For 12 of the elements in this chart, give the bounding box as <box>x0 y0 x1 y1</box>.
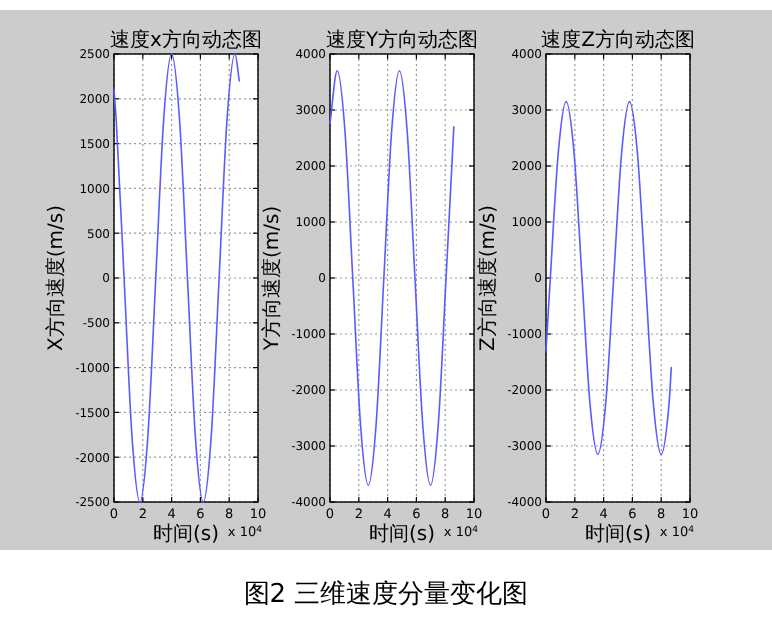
line-series <box>545 100 673 456</box>
caption: 图2 三维速度分量变化图 <box>243 578 529 610</box>
line-series <box>329 70 455 486</box>
x-axis-title: 时间(s) <box>584 522 652 546</box>
x-axis-title: 时间(s) <box>152 522 220 546</box>
chart-title: 速度x方向动态图 <box>110 28 262 52</box>
chart-title: 速度Z方向动态图 <box>541 28 695 52</box>
x-axis-title: 时间(s) <box>368 522 436 546</box>
y-axis-title: Y方向速度(m/s) <box>260 205 284 353</box>
y-axis-title: Z方向速度(m/s) <box>476 204 500 351</box>
chart-title: 速度Y方向动态图 <box>325 28 479 52</box>
y-axis-title: X方向速度(m/s) <box>44 204 68 351</box>
